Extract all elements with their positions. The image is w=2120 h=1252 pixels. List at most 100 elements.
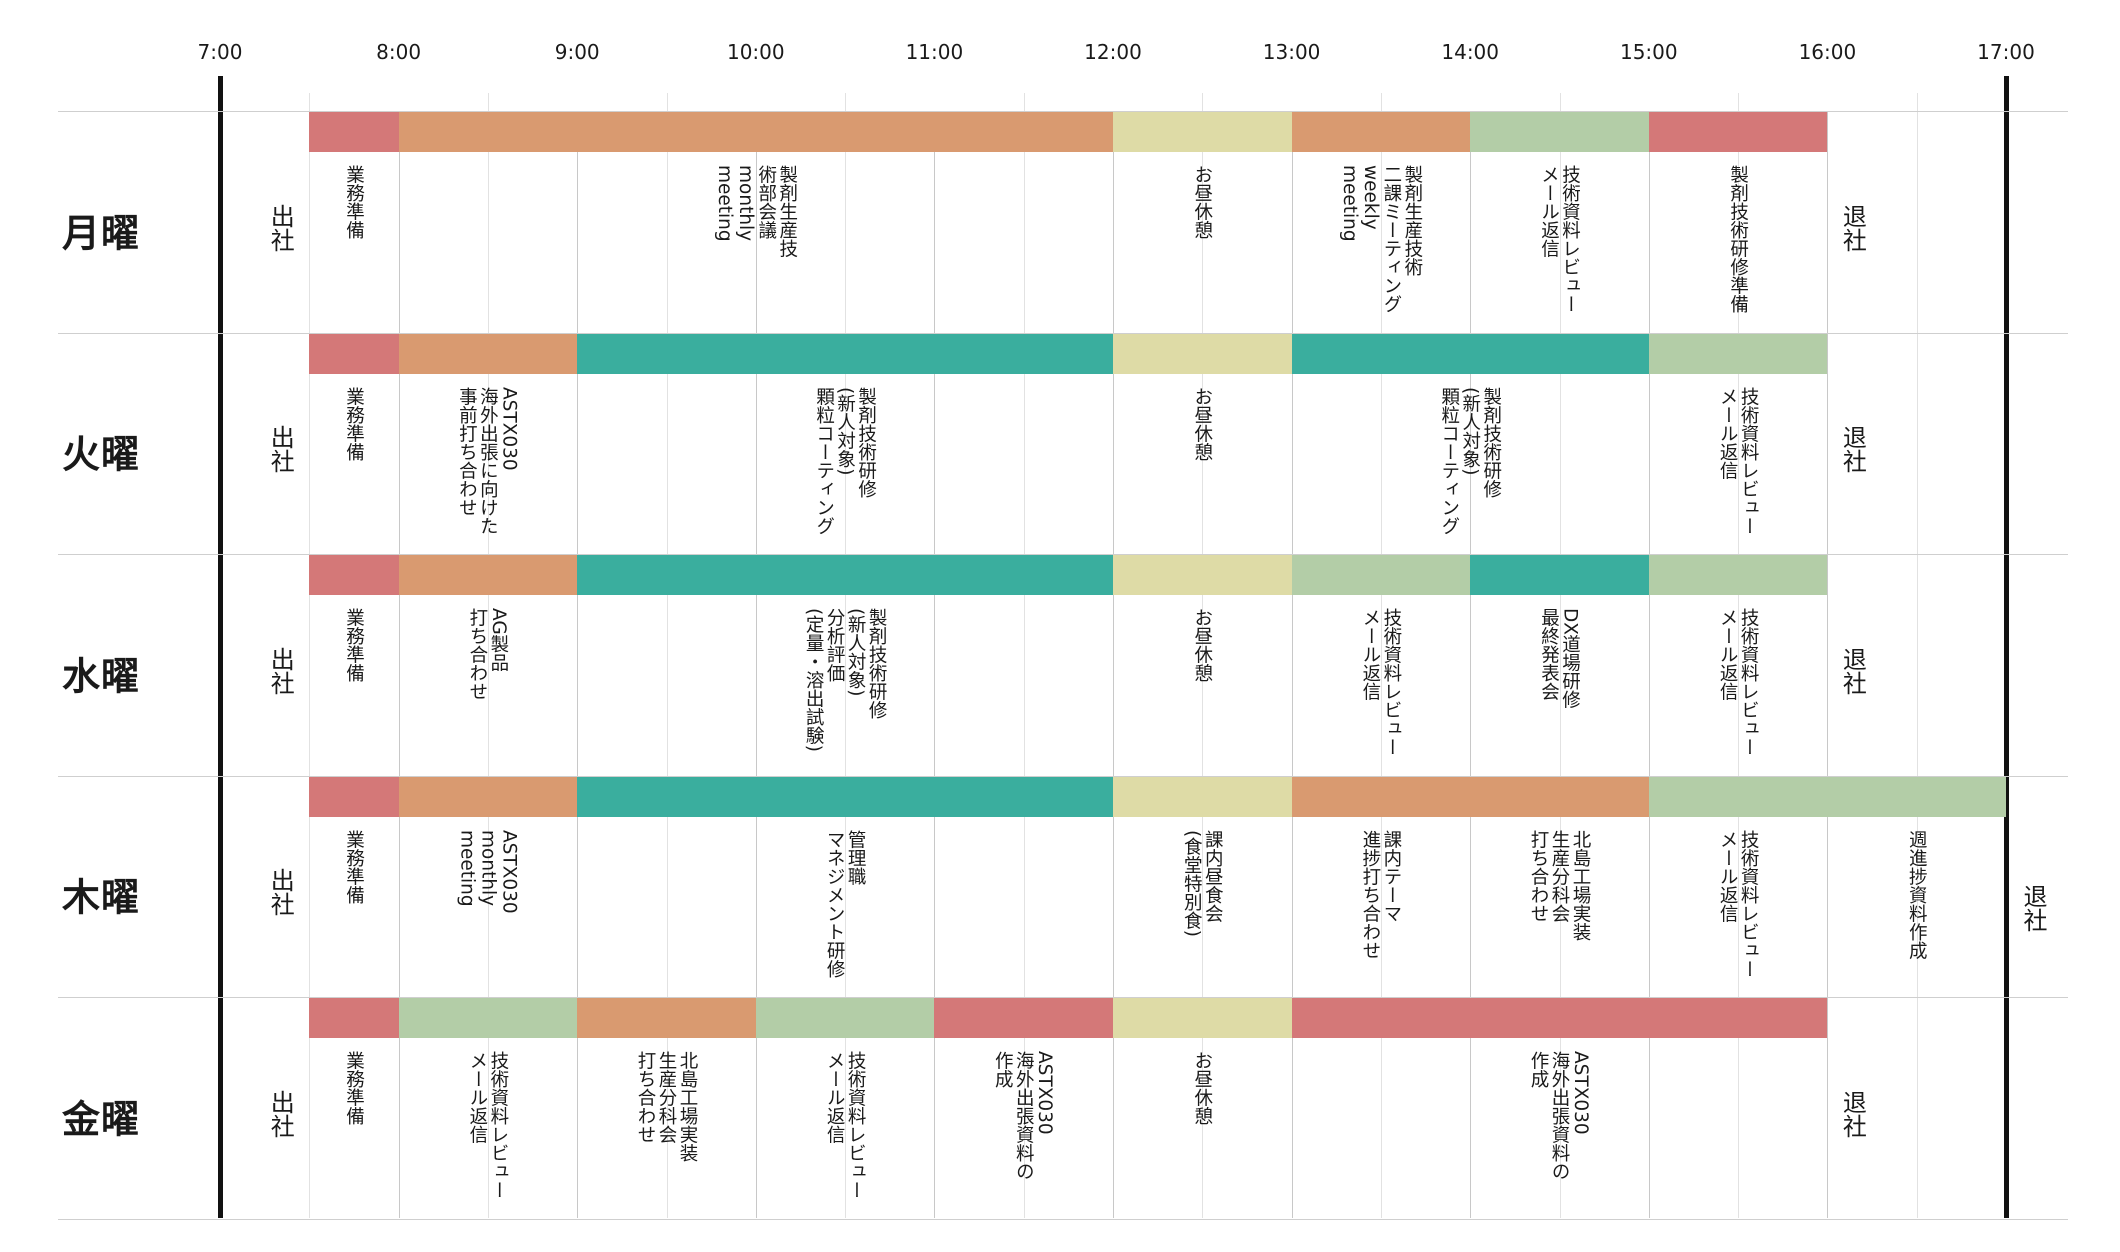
event-label: お昼休憩 (1192, 165, 1213, 239)
row-separator (58, 111, 2068, 112)
event-label-line: 課内昼食会 (1202, 829, 1224, 923)
event-label-line: meeting (713, 165, 735, 242)
event-label: 課内昼食会 (食堂特別食) (1181, 830, 1223, 937)
event-bar[interactable] (309, 555, 399, 595)
event-label: お昼休憩 (1192, 387, 1213, 461)
event-bar[interactable] (309, 998, 399, 1038)
event-bar[interactable] (1648, 112, 1828, 152)
event-label-line: (新人対象) (1459, 386, 1481, 475)
event-label: 技術資料レビュー メール返信 (1539, 165, 1581, 313)
event-bar[interactable] (577, 998, 756, 1038)
event-label: 管理職 マネジメント研修 (824, 830, 866, 978)
event-bar[interactable] (309, 776, 399, 817)
event-label-line: お昼休憩 (1191, 608, 1213, 682)
event-label: DX道場研修 最終発表会 (1539, 608, 1581, 709)
event-label-line: 北島工場実装 (677, 1051, 698, 1162)
event-bar[interactable] (934, 998, 1113, 1038)
event-bar[interactable] (398, 998, 578, 1038)
event-label: 技術資料レビュー メール返信 (1717, 387, 1759, 535)
event-bar[interactable] (1470, 776, 1649, 817)
event-bar[interactable] (1291, 112, 1471, 152)
event-bar[interactable] (1291, 998, 1828, 1038)
event-label-line: 業務準備 (343, 829, 365, 904)
event-label-line: ASTX030 (498, 386, 520, 471)
time-tick-label: 10:00 (726, 40, 785, 64)
event-bar[interactable] (309, 333, 399, 374)
hour-grid-line (398, 111, 400, 1218)
event-label: 課内テーマ 進捗打ち合わせ (1360, 830, 1402, 960)
time-tick-label: 12:00 (1084, 40, 1142, 64)
arrive-label: 出社 (266, 1089, 295, 1138)
event-bar[interactable] (1113, 112, 1292, 152)
event-label: 製剤技術研修 (新人対象) 顆粒コーティング (814, 387, 877, 535)
event-bar[interactable] (577, 555, 1113, 595)
event-bar[interactable] (1827, 776, 2006, 817)
time-tick-label: 8:00 (376, 40, 422, 64)
event-label-line: お昼休憩 (1191, 165, 1213, 239)
event-bar[interactable] (577, 776, 1113, 817)
event-label: 業務準備 (343, 387, 364, 461)
event-label-line: メール返信 (824, 1051, 846, 1144)
row-separator (58, 554, 2068, 555)
event-label: ASTX030 海外出張に向けた 事前打ち合わせ (456, 387, 519, 535)
day-label: 木曜 (62, 875, 141, 920)
event-label-line: メール返信 (1538, 165, 1560, 258)
time-tick-label: 15:00 (1619, 40, 1678, 64)
event-label-line: 技術資料レビュー (1738, 386, 1760, 535)
event-bar[interactable] (309, 112, 399, 152)
event-label-line: 打ち合わせ (635, 1051, 656, 1144)
event-bar[interactable] (1648, 776, 1828, 817)
event-label-line: DX道場研修 (1559, 608, 1581, 709)
event-label: AG製品 打ち合わせ (467, 608, 509, 701)
event-label-line: 製剤生産技術 (1401, 165, 1423, 276)
event-label: 技術資料レビュー メール返信 (1717, 608, 1759, 756)
row-separator (58, 1218, 2068, 1220)
event-label-line: 作成 (992, 1051, 1014, 1088)
event-label-line: 製剤技術研修 (855, 386, 877, 498)
event-bar[interactable] (398, 555, 578, 595)
event-label-line: 打ち合わせ (466, 608, 488, 701)
event-bar[interactable] (1291, 776, 1471, 817)
event-bar[interactable] (398, 112, 1113, 152)
arrive-label: 出社 (266, 425, 295, 474)
event-bar[interactable] (1113, 555, 1292, 595)
day-label: 火曜 (62, 432, 141, 477)
hour-grid-line (1291, 111, 1293, 1218)
event-label-line: 作成 (1528, 1051, 1549, 1088)
event-bar[interactable] (398, 333, 578, 374)
event-label-line: 業務準備 (343, 1051, 365, 1125)
event-bar[interactable] (577, 333, 1113, 374)
hour-grid-line (577, 111, 579, 1218)
event-label-line: 二課ミーティング (1380, 165, 1402, 313)
row-separator (58, 332, 2068, 334)
event-label-line: 業務準備 (343, 608, 365, 682)
event-bar[interactable] (1470, 555, 1649, 595)
time-tick-label: 11:00 (905, 40, 964, 64)
event-bar[interactable] (1291, 555, 1471, 595)
event-label-line: お昼休憩 (1191, 1051, 1213, 1125)
event-label-line: (新人対象) (834, 386, 856, 475)
event-bar[interactable] (398, 776, 578, 817)
event-label-line: monthly (734, 165, 756, 242)
event-bar[interactable] (1648, 333, 1828, 374)
event-bar[interactable] (755, 998, 935, 1038)
event-bar[interactable] (1113, 998, 1292, 1038)
event-label-line: 管理職 (845, 829, 867, 886)
event-bar[interactable] (1470, 112, 1649, 152)
event-bar[interactable] (1113, 333, 1292, 374)
event-label-line: 技術資料レビュー (1559, 165, 1581, 313)
event-bar[interactable] (1648, 555, 1828, 595)
event-label-line: ASTX030 (498, 829, 520, 914)
start-axis-line (218, 76, 223, 1218)
event-label-line: 製剤技術研修準備 (1727, 165, 1749, 313)
event-label-line: weekly (1359, 165, 1381, 230)
event-label-line: 技術資料レビュー (1380, 608, 1402, 756)
half-hour-grid-line (1738, 93, 1740, 1218)
half-hour-grid-line (1380, 93, 1382, 1218)
event-label: 週進捗資料作成 (1906, 830, 1927, 960)
half-hour-grid-line (1023, 93, 1025, 1218)
event-bar[interactable] (1113, 776, 1292, 817)
event-label-line: メール返信 (1717, 608, 1739, 701)
event-bar[interactable] (1291, 333, 1649, 374)
